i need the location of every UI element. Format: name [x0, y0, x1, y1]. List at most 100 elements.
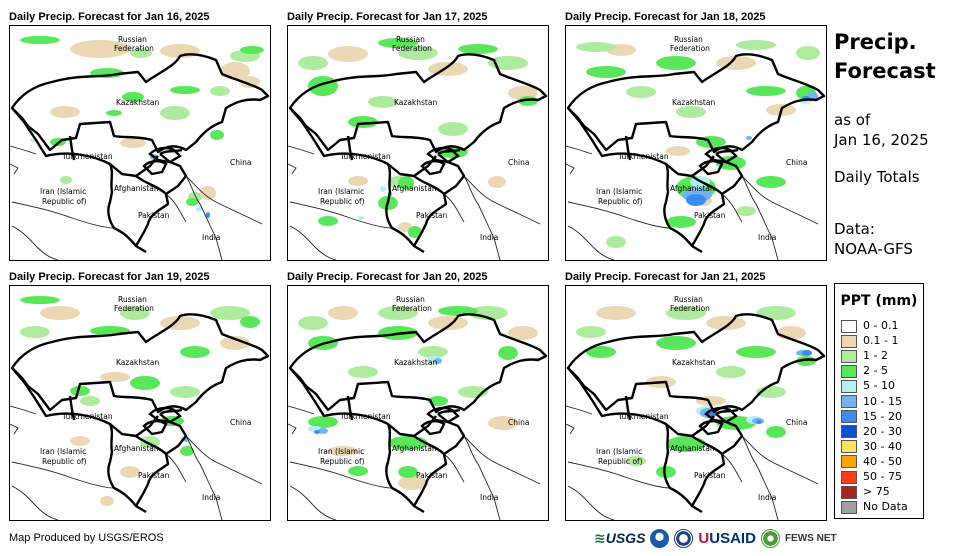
border-line	[159, 408, 183, 416]
russia-label: Russian	[396, 295, 425, 304]
border-line	[463, 435, 501, 520]
fews-globe-icon	[760, 528, 780, 548]
border-line	[704, 146, 738, 164]
precip-area-0.1-1	[70, 436, 90, 446]
pakistan-label: Pakistan	[694, 211, 726, 220]
border-line	[443, 453, 465, 483]
border-line	[185, 175, 263, 225]
border-line	[11, 367, 159, 438]
border-line	[288, 313, 548, 414]
precip-area-0.1-1	[100, 496, 114, 506]
border-line	[567, 225, 615, 260]
turkmenistan-label: Turkmenistan	[617, 152, 669, 161]
precip-area-0.1-1	[50, 106, 80, 118]
border-line	[463, 175, 501, 260]
precip-area-2-5	[308, 76, 338, 96]
forecast-panel-jan17: Daily Precip. Forecast for Jan 17, 2025 …	[287, 11, 549, 261]
panel-title: Daily Precip. Forecast for Jan 16, 2025	[9, 11, 210, 23]
side-title: Precip. Forecast	[834, 30, 936, 83]
border-line	[346, 135, 354, 161]
russia-label: Federation	[670, 304, 710, 313]
border-line	[567, 107, 715, 178]
legend-item: 40 - 50	[841, 455, 902, 469]
precip-area-2-5	[210, 130, 224, 140]
border-line	[741, 175, 819, 225]
country-borders-thin	[566, 405, 819, 520]
country-borders-thin	[10, 405, 263, 520]
precip-area-5-10	[380, 186, 386, 192]
legend-swatch	[841, 334, 857, 348]
precip-fields	[576, 40, 820, 248]
precip-area-2-5	[398, 176, 414, 190]
legend-item: 0.1 - 1	[841, 334, 898, 348]
precip-fields	[20, 296, 260, 506]
precip-area-2-5	[666, 216, 696, 228]
iran-label: Republic of)	[598, 197, 643, 206]
border-line	[463, 175, 541, 225]
panel-title: Daily Precip. Forecast for Jan 18, 2025	[565, 11, 766, 23]
precip-area-2-5	[378, 38, 418, 48]
data-source: Data: NOAA-GFS	[834, 220, 913, 258]
border-line	[463, 435, 541, 485]
legend-swatch	[841, 349, 857, 363]
india-label: India	[480, 493, 498, 502]
precip-fields	[20, 36, 264, 218]
precip-area-1-2	[666, 306, 706, 320]
precip-area-1-2	[398, 46, 438, 60]
border-line	[185, 175, 223, 260]
border-line	[663, 423, 703, 514]
border-line	[289, 107, 437, 178]
border-line	[10, 423, 19, 435]
precip-area-0.1-1	[398, 222, 412, 232]
china-label: China	[786, 158, 807, 167]
border-line	[10, 53, 270, 154]
precip-map: Russian Federation Kazakhstan Turkmenistan C…	[9, 25, 271, 261]
precip-area-2-5	[20, 296, 60, 304]
country-borders-thin	[10, 145, 263, 260]
border-line	[420, 160, 446, 176]
legend-item: 10 - 15	[841, 395, 902, 409]
kazakhstan-label: Kazakhstan	[394, 98, 437, 107]
precip-fields	[576, 306, 816, 478]
country-borders-thin	[566, 145, 819, 260]
iran-label: Iran (Islamic	[318, 447, 364, 456]
china-label: China	[230, 158, 251, 167]
border-line	[142, 420, 168, 436]
border-line	[11, 201, 115, 229]
russia-label: Federation	[114, 44, 154, 53]
turkmenistan-label: Turkmenistan	[61, 412, 113, 421]
border-line	[288, 405, 315, 415]
seal-logo	[674, 528, 694, 548]
precip-area-2-5	[122, 92, 144, 102]
border-line	[715, 408, 739, 416]
legend-label: 15 - 20	[863, 409, 902, 423]
kazakhstan-label: Kazakhstan	[672, 358, 715, 367]
border-line	[346, 395, 354, 421]
precip-area-1-2	[576, 326, 606, 338]
precip-map: Russian Federation Kazakhstan Turkmenistan C…	[287, 285, 549, 521]
turkmenistan-label: Turkmenistan	[61, 152, 113, 161]
legend-item: > 75	[841, 485, 890, 499]
precip-map: Russian Federation Kazakhstan Turkmenistan C…	[9, 285, 271, 521]
border-line	[624, 135, 632, 161]
precip-area-10-15	[434, 358, 442, 364]
iran-label: Republic of)	[320, 457, 365, 466]
precip-area-2-5	[180, 346, 210, 358]
border-line	[10, 163, 19, 175]
precip-area-0.1-1	[120, 138, 146, 148]
legend-swatch	[841, 440, 857, 454]
forecast-panel-jan19: Daily Precip. Forecast for Jan 19, 2025 …	[9, 271, 271, 521]
border-line	[142, 160, 168, 176]
panel-title: Daily Precip. Forecast for Jan 20, 2025	[287, 271, 488, 283]
country-borders-thick	[288, 313, 548, 514]
precip-area-1-2	[756, 306, 796, 320]
india-label: India	[758, 233, 776, 242]
iran-label: Iran (Islamic	[596, 447, 642, 456]
border-line	[698, 160, 724, 176]
country-borders-thin	[288, 145, 541, 260]
precip-area-1-2	[298, 56, 328, 70]
precip-area-2-5	[586, 66, 626, 78]
legend-label: > 75	[863, 485, 890, 499]
border-line	[107, 163, 147, 254]
border-line	[412, 175, 448, 247]
